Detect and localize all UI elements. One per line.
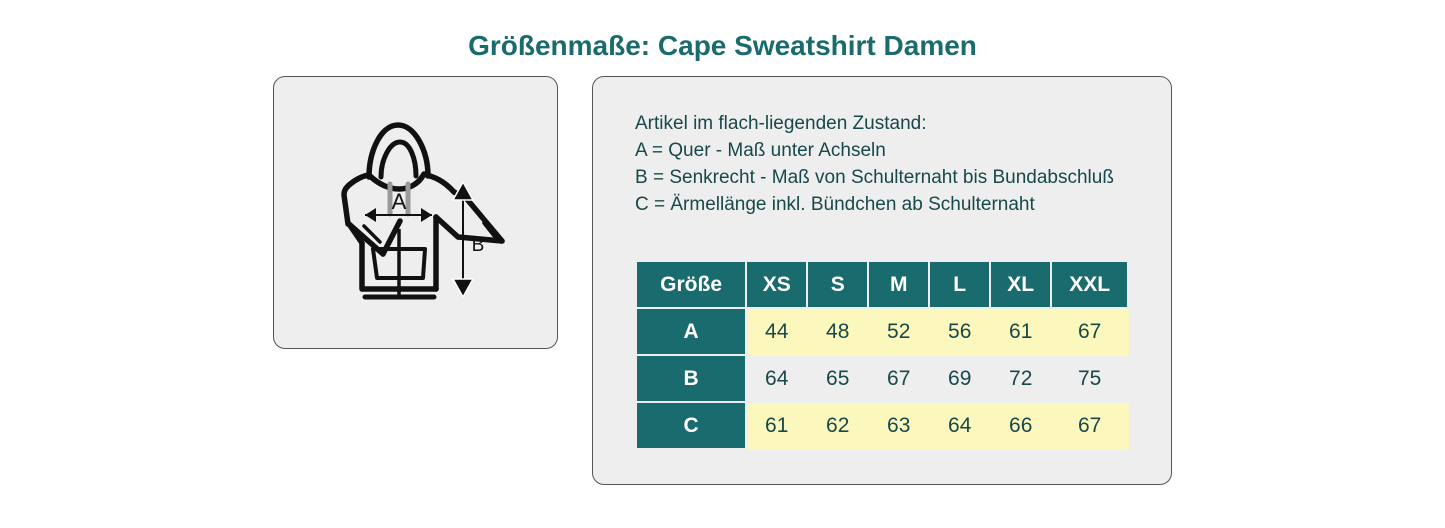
svg-text:A: A	[392, 189, 407, 214]
svg-text:B: B	[472, 235, 485, 256]
